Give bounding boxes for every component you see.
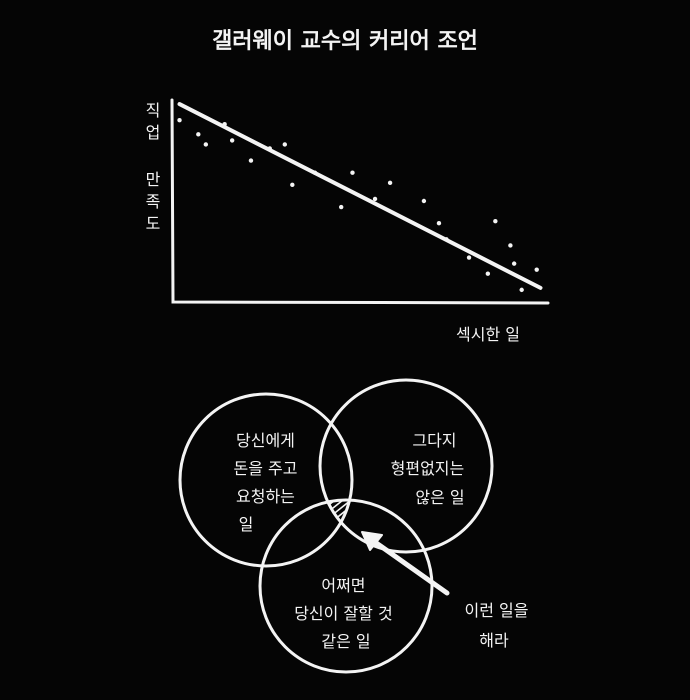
- data-point: [387, 180, 393, 186]
- data-point: [196, 132, 201, 137]
- venn-diagram: 당신에게 돈을 주고 요청하는 일 그다지 형편없지는 않은 일 어쩌면 당신이…: [100, 378, 592, 674]
- data-point: [508, 243, 513, 248]
- data-point: [534, 267, 539, 272]
- hatch-line: [452, 480, 552, 560]
- data-point: [282, 142, 287, 147]
- data-point: [229, 138, 235, 143]
- hatch-line: [468, 480, 568, 560]
- page-title: 갤러웨이 교수의 커리어 조언: [212, 29, 478, 54]
- data-point: [519, 287, 524, 293]
- data-points: [177, 118, 539, 293]
- data-point: [485, 271, 491, 276]
- hatch-line: [484, 480, 584, 560]
- data-point: [177, 118, 182, 123]
- data-point: [290, 182, 295, 188]
- data-point: [248, 158, 254, 163]
- hatch-line: [460, 480, 560, 560]
- data-point: [511, 261, 517, 266]
- left-circle-label: 당신에게 돈을 주고 요청하는 일: [233, 431, 302, 534]
- trend-line: [177, 102, 543, 290]
- bottom-circle-label: 어쩌면 당신이 잘할 것 같은 일: [294, 576, 398, 651]
- data-point: [436, 221, 442, 226]
- circle-not-bad-work: [318, 378, 494, 554]
- data-point: [339, 204, 344, 210]
- hatch-line: [108, 480, 208, 560]
- right-circle-label: 그다지 형편없지는 않은 일: [391, 431, 470, 507]
- hatch-line: [492, 480, 592, 560]
- axes: [170, 98, 550, 305]
- hatch-line: [116, 480, 216, 560]
- circle-good-at-work: [258, 498, 434, 674]
- hatched-intersection: [100, 480, 592, 560]
- data-point: [466, 255, 472, 260]
- y-axis-label: 직업 만족도: [142, 102, 161, 237]
- hatch-line: [476, 480, 576, 560]
- data-point: [421, 198, 427, 204]
- hatch-line: [100, 480, 200, 560]
- scatter-chart: 섹시한 일: [170, 98, 550, 344]
- x-axis-label: 섹시한 일: [456, 325, 520, 344]
- data-point: [493, 219, 498, 224]
- hatch-line: [148, 480, 248, 560]
- data-point: [203, 142, 209, 147]
- circle-paid-work: [178, 392, 354, 568]
- arrow-icon: [361, 531, 450, 596]
- data-point: [350, 170, 355, 175]
- arrow-label: 이런 일을 해라: [464, 601, 533, 650]
- hatch-line: [124, 480, 224, 560]
- data-point: [372, 196, 378, 202]
